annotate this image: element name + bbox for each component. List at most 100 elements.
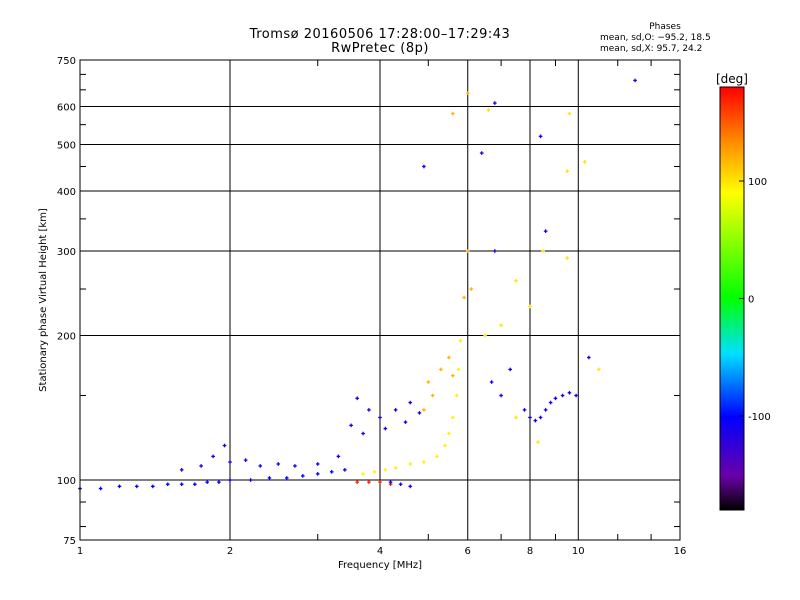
data-point (538, 415, 543, 420)
x-axis-label: Frequency [MHz] (338, 560, 422, 571)
data-point (267, 476, 272, 480)
colorbar-tick-label: -100 (748, 412, 771, 423)
grid (80, 60, 680, 540)
chart-title: Tromsø 20160506 17:28:00–17:29:43 (249, 27, 511, 42)
data-point (560, 393, 565, 398)
data-point (361, 472, 365, 476)
phase-legend: Phases mean, sd,O: −95.2, 18.5 mean, sd,… (600, 22, 730, 55)
data-point (403, 420, 408, 424)
data-point (567, 390, 572, 395)
data-point (565, 256, 569, 260)
colorbar-tick-label: 0 (748, 295, 754, 306)
data-point (528, 304, 532, 309)
data-point (565, 169, 569, 173)
axis-ticks: 1 2 4 6 8 10 16 75 100 200 300 400 500 600 750 (57, 56, 686, 557)
data-point (398, 482, 403, 487)
x-tick-label: 4 (377, 546, 383, 557)
data-point (483, 333, 487, 338)
data-point (276, 462, 281, 466)
data-point (179, 468, 184, 472)
data-point (349, 423, 353, 428)
data-point (222, 443, 227, 448)
data-point (458, 339, 463, 343)
data-point (465, 91, 470, 95)
data-point (117, 484, 122, 489)
data-point (422, 164, 426, 169)
data-point (486, 108, 491, 112)
data-point (543, 229, 548, 233)
data-point (426, 380, 431, 384)
data-point (489, 380, 494, 384)
data-point (538, 134, 543, 139)
x-tick-label: 6 (465, 546, 471, 557)
data-point (301, 474, 305, 478)
data-point (574, 393, 578, 398)
y-tick-label: 750 (57, 56, 76, 67)
data-point (451, 373, 455, 378)
data-point (541, 249, 545, 253)
data-point (451, 415, 455, 420)
plot-frame (79, 59, 681, 541)
data-point (508, 367, 512, 372)
data-point (243, 458, 248, 462)
data-point (493, 101, 497, 105)
data-point (315, 462, 320, 466)
data-point (447, 355, 451, 360)
data-point (165, 482, 170, 487)
data-point (258, 464, 263, 468)
x-tick-label: 2 (227, 546, 233, 557)
data-point (388, 480, 393, 484)
data-point (248, 478, 253, 482)
data-point (408, 484, 413, 489)
data-point (367, 480, 371, 484)
data-point (522, 408, 527, 412)
data-point (454, 393, 459, 398)
y-axis-label: Stationary phase Virtual Height [km] (38, 208, 49, 392)
data-point (378, 480, 382, 484)
data-point (343, 468, 347, 472)
data-point (383, 468, 388, 472)
phase-legend-title: Phases (649, 22, 681, 32)
data-point (447, 431, 451, 436)
data-point (355, 396, 359, 401)
x-tick-label: 16 (674, 546, 687, 557)
colorbar-tick-label: 100 (748, 177, 767, 188)
data-point (548, 400, 553, 405)
data-point (434, 454, 439, 459)
data-point (465, 249, 470, 253)
data-point (567, 111, 572, 116)
data-point (205, 480, 209, 484)
y-tick-label: 75 (63, 536, 76, 547)
data-point (151, 484, 155, 489)
data-point (355, 480, 359, 484)
data-point (228, 460, 232, 464)
data-point (439, 367, 443, 372)
data-point (443, 443, 447, 448)
data-point (361, 431, 365, 436)
y-tick-label: 500 (57, 141, 76, 152)
data-point (408, 462, 413, 466)
data-point (597, 367, 601, 372)
data-point (587, 355, 591, 360)
data-point (536, 440, 540, 444)
data-point (553, 396, 558, 401)
data-point (456, 367, 461, 372)
data-point (179, 482, 184, 487)
y-tick-label: 100 (57, 476, 76, 487)
data-point (193, 482, 197, 487)
data-point (315, 472, 320, 476)
data-point (479, 151, 484, 155)
x-tick-label: 1 (77, 546, 83, 557)
data-point (430, 393, 435, 398)
data-point (582, 160, 587, 164)
data-point (417, 411, 422, 415)
data-point (199, 464, 203, 468)
x-tick-label: 8 (527, 546, 533, 557)
colorbar: [deg] 100 0 -100 (716, 72, 771, 511)
data-point (336, 454, 341, 459)
data-point (293, 464, 297, 468)
data-point (98, 486, 103, 491)
data-point (422, 408, 426, 412)
data-point (393, 466, 398, 470)
data-point (514, 279, 518, 283)
